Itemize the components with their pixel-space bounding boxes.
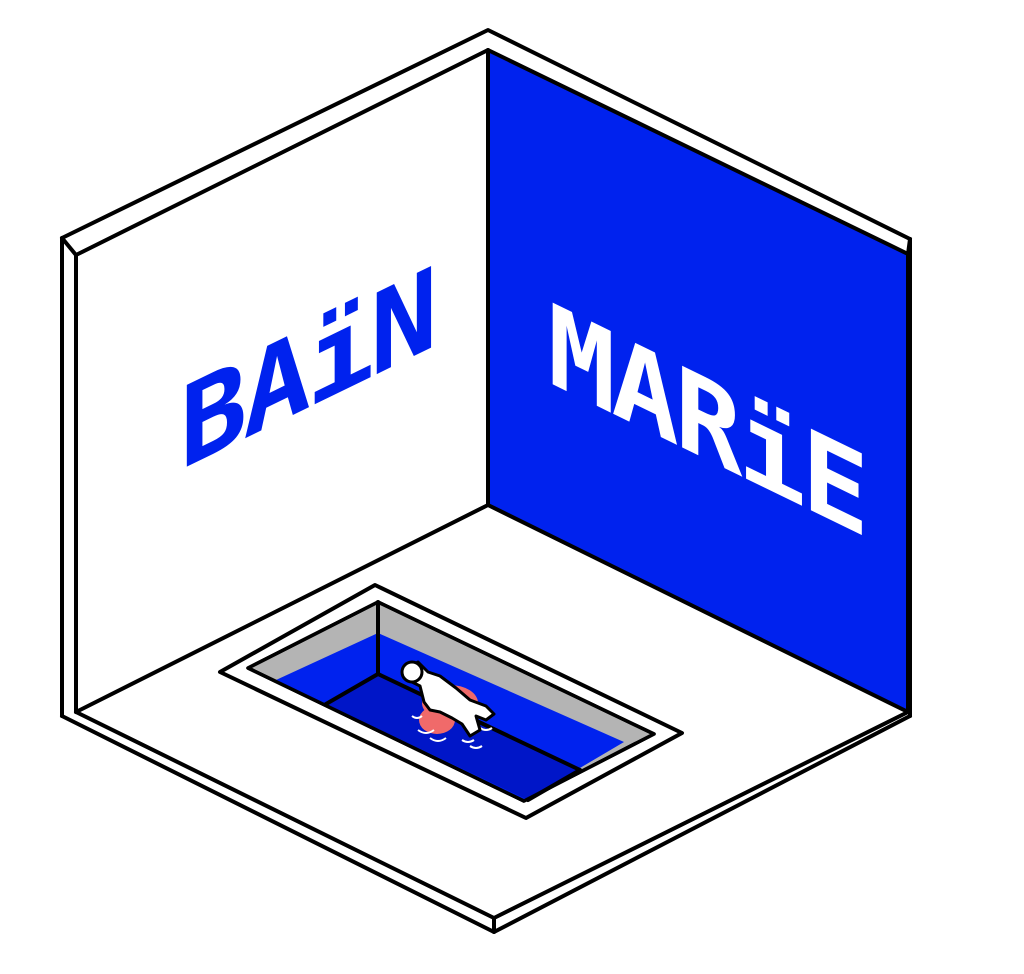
bathtub-water-deep [326,674,580,800]
floor-back-edges [74,503,910,714]
water-ripples [411,715,493,749]
tub-inner-edge-left [324,672,380,706]
left-wall [76,50,488,712]
frame-outer-top [60,28,912,241]
bather-head [400,660,424,684]
frame-left-cap [60,236,78,257]
frame-right-cap [906,237,912,256]
person-floating-icon [400,660,496,738]
bathtub-inner-rim-outline [246,600,656,803]
right-wall [488,50,908,712]
bather-body [406,660,496,738]
